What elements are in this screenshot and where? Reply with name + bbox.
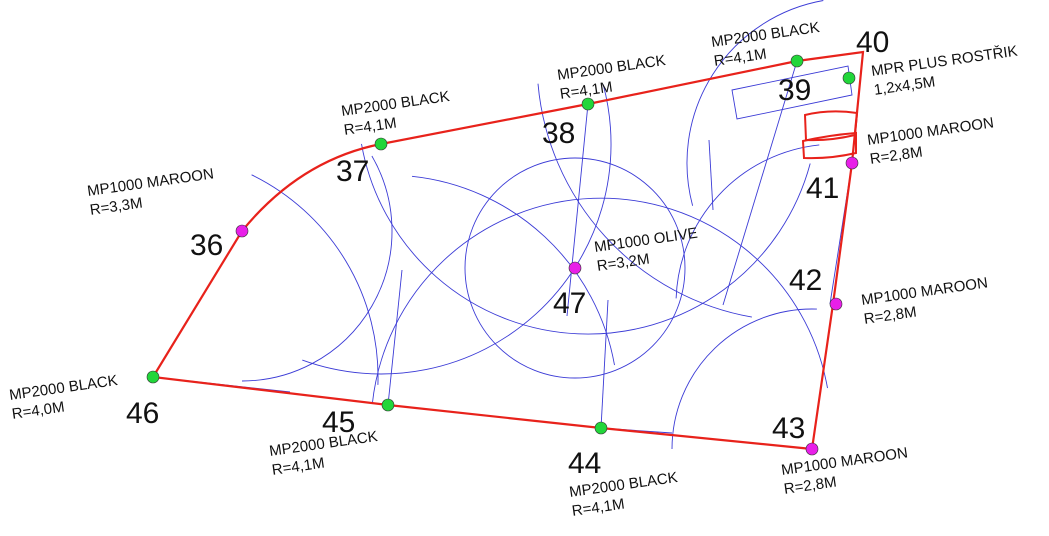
sprinkler-model: MP2000 BLACK bbox=[340, 88, 451, 120]
coverage-arcs bbox=[152, 0, 853, 450]
sprinkler-head-41 bbox=[845, 156, 859, 170]
spray-edge-line bbox=[708, 139, 714, 211]
spray-arc bbox=[671, 308, 817, 450]
spray-arc bbox=[537, 83, 752, 318]
sprinkler-head-44 bbox=[594, 421, 608, 435]
sprinkler-head-36 bbox=[235, 224, 249, 238]
spray-edge-line bbox=[600, 299, 609, 429]
sprinkler-number: 46 bbox=[126, 397, 159, 430]
sprinkler-head-42 bbox=[829, 297, 843, 311]
sprinkler-model: MP1000 MAROON bbox=[860, 274, 989, 309]
sprinkler-number: 44 bbox=[568, 447, 601, 480]
sprinkler-head-43 bbox=[805, 442, 819, 456]
spray-edge-line bbox=[387, 269, 403, 406]
paved-area-outline bbox=[731, 65, 853, 120]
spray-arc bbox=[241, 155, 393, 382]
spray-arc bbox=[411, 175, 615, 366]
sprinkler-number: 41 bbox=[806, 172, 839, 205]
sprinkler-number: 39 bbox=[778, 74, 811, 107]
sprinkler-head-45 bbox=[381, 398, 395, 412]
spray-arc bbox=[675, 144, 820, 299]
sprinkler-model: MP2000 BLACK bbox=[8, 372, 119, 404]
sprinkler-model: MP2000 BLACK bbox=[710, 19, 821, 51]
sprinkler-number: 42 bbox=[789, 264, 822, 297]
spray-arc bbox=[302, 84, 612, 375]
stepping-stone bbox=[801, 131, 857, 160]
spray-arc bbox=[464, 157, 686, 379]
sprinkler-number: 36 bbox=[190, 229, 223, 262]
sprinkler-head-47 bbox=[568, 261, 582, 275]
sprinkler-model: MP1000 MAROON bbox=[780, 444, 909, 479]
sprinkler-number: 45 bbox=[322, 406, 355, 439]
spray-arc bbox=[361, 143, 811, 335]
sprinkler-model: MPR PLUS ROSTŘIK bbox=[870, 43, 1018, 80]
sprinkler-number: 40 bbox=[856, 26, 889, 59]
spray-arc bbox=[686, 0, 824, 206]
sprinkler-model: MP1000 MAROON bbox=[866, 114, 995, 149]
sprinkler-number: 38 bbox=[542, 117, 575, 150]
spray-arc bbox=[371, 197, 828, 405]
sprinkler-heads bbox=[146, 54, 859, 456]
spray-arc bbox=[251, 174, 379, 385]
sprinkler-number: 47 bbox=[553, 287, 586, 320]
sprinkler-head-46 bbox=[146, 370, 160, 384]
spray-edge-line bbox=[722, 60, 798, 306]
sprinkler-number: 43 bbox=[772, 412, 805, 445]
sprinkler-head-40 bbox=[842, 71, 856, 85]
sprinkler-head-39 bbox=[790, 54, 804, 68]
spray-edge-line bbox=[566, 103, 589, 317]
sprinkler-number: 37 bbox=[336, 155, 369, 188]
sprinkler-head-37 bbox=[374, 137, 388, 151]
sprinkler-head-38 bbox=[581, 97, 595, 111]
lawn-boundary bbox=[151, 50, 865, 451]
sprinkler-model: MP1000 MAROON bbox=[86, 165, 215, 200]
sprinkler-model: MP2000 BLACK bbox=[556, 52, 667, 84]
